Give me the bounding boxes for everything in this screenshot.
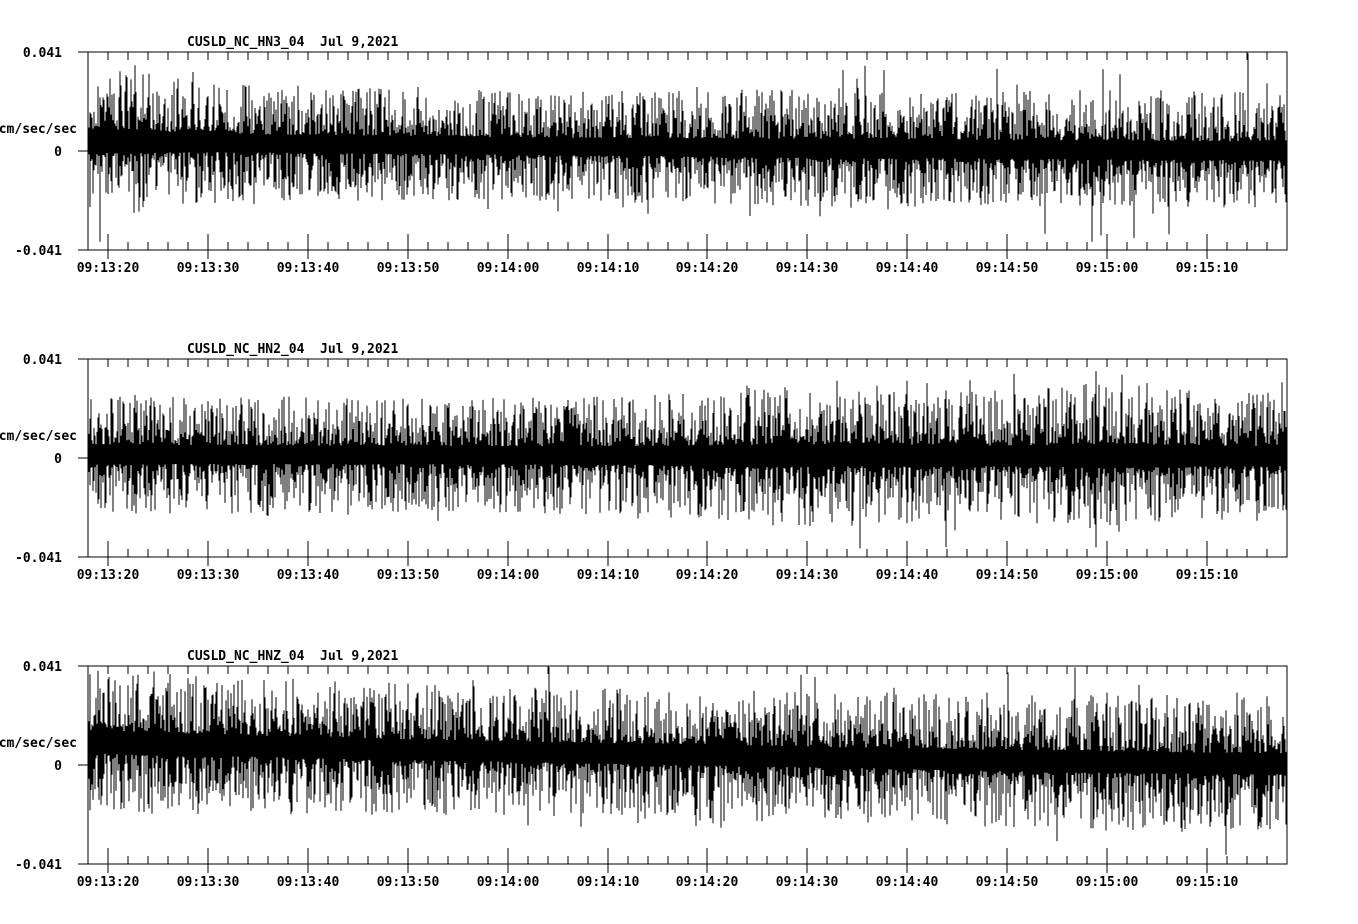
x-tick-label: 09:14:00 xyxy=(477,261,540,276)
x-tick-label: 09:14:20 xyxy=(676,875,739,890)
x-tick-label: 09:14:20 xyxy=(676,568,739,583)
x-tick-label: 09:13:40 xyxy=(277,261,340,276)
x-tick-label: 09:13:50 xyxy=(377,568,440,583)
axis-ticks xyxy=(78,665,1288,873)
y-axis-unit-label: cm/sec/sec xyxy=(0,122,77,137)
seismogram-chart-hnz: CUSLD_NC_HNZ_04 Jul 9,2021 0.041 cm/sec/… xyxy=(0,649,1288,890)
plot-area: 09:13:20 09:13:30 09:13:40 09:13:50 09:14:00… xyxy=(77,358,1288,583)
axis-ticks xyxy=(78,51,1288,259)
seismogram-chart-hn3: CUSLD_NC_HN3_04 Jul 9,2021 0.041 cm/sec/… xyxy=(0,35,1288,276)
x-tick-label: 09:13:40 xyxy=(277,568,340,583)
x-tick-label: 09:13:20 xyxy=(77,568,140,583)
x-tick-label: 09:14:30 xyxy=(776,875,839,890)
x-tick-label: 09:14:10 xyxy=(577,875,640,890)
y-tick-label-zero: 0 xyxy=(54,759,62,774)
x-tick-label: 09:15:10 xyxy=(1176,261,1239,276)
x-tick-label: 09:14:50 xyxy=(976,261,1039,276)
x-tick-label: 09:15:10 xyxy=(1176,875,1239,890)
x-tick-label: 09:13:20 xyxy=(77,875,140,890)
x-tick-label: 09:14:20 xyxy=(676,261,739,276)
x-tick-label: 09:14:10 xyxy=(577,261,640,276)
x-tick-label: 09:13:20 xyxy=(77,261,140,276)
x-tick-label: 09:15:00 xyxy=(1076,875,1139,890)
chart-title: CUSLD_NC_HN3_04 Jul 9,2021 xyxy=(187,35,398,50)
x-tick-label: 09:14:00 xyxy=(477,875,540,890)
x-tick-label: 09:14:40 xyxy=(876,261,939,276)
x-tick-label: 09:15:10 xyxy=(1176,568,1239,583)
y-tick-label-min: -0.041 xyxy=(15,244,62,259)
chart-title: CUSLD_NC_HNZ_04 Jul 9,2021 xyxy=(187,649,398,664)
x-tick-label: 09:13:50 xyxy=(377,261,440,276)
y-tick-label-min: -0.041 xyxy=(15,858,62,873)
plot-area: 09:13:20 09:13:30 09:13:40 09:13:50 09:14:00… xyxy=(77,51,1288,276)
y-tick-label-zero: 0 xyxy=(54,452,62,467)
waveform-trace xyxy=(87,667,1288,855)
axis-ticks xyxy=(78,358,1288,566)
x-tick-label: 09:14:30 xyxy=(776,568,839,583)
y-tick-label-max: 0.041 xyxy=(23,353,62,368)
y-tick-label-min: -0.041 xyxy=(15,551,62,566)
x-tick-label: 09:15:00 xyxy=(1076,568,1139,583)
x-tick-label: 09:13:40 xyxy=(277,875,340,890)
x-tick-label: 09:15:00 xyxy=(1076,261,1139,276)
x-tick-label: 09:13:30 xyxy=(177,568,240,583)
x-tick-label: 09:14:40 xyxy=(876,568,939,583)
y-axis-unit-label: cm/sec/sec xyxy=(0,736,77,751)
seismogram-chart-hn2: CUSLD_NC_HN2_04 Jul 9,2021 0.041 cm/sec/… xyxy=(0,342,1288,583)
x-tick-label: 09:14:40 xyxy=(876,875,939,890)
x-tick-label: 09:14:10 xyxy=(577,568,640,583)
x-tick-label: 09:14:30 xyxy=(776,261,839,276)
y-tick-label-max: 0.041 xyxy=(23,46,62,61)
x-tick-label: 09:13:30 xyxy=(177,261,240,276)
plot-area: 09:13:20 09:13:30 09:13:40 09:13:50 09:14:00… xyxy=(77,665,1288,890)
x-tick-label: 09:14:00 xyxy=(477,568,540,583)
y-tick-label-max: 0.041 xyxy=(23,660,62,675)
x-tick-label: 09:14:50 xyxy=(976,875,1039,890)
y-axis-unit-label: cm/sec/sec xyxy=(0,429,77,444)
waveform-trace xyxy=(87,371,1288,549)
waveform-trace xyxy=(87,53,1288,242)
x-tick-label: 09:13:30 xyxy=(177,875,240,890)
chart-title: CUSLD_NC_HN2_04 Jul 9,2021 xyxy=(187,342,398,357)
y-tick-label-zero: 0 xyxy=(54,145,62,160)
x-tick-label: 09:13:50 xyxy=(377,875,440,890)
x-tick-label: 09:14:50 xyxy=(976,568,1039,583)
